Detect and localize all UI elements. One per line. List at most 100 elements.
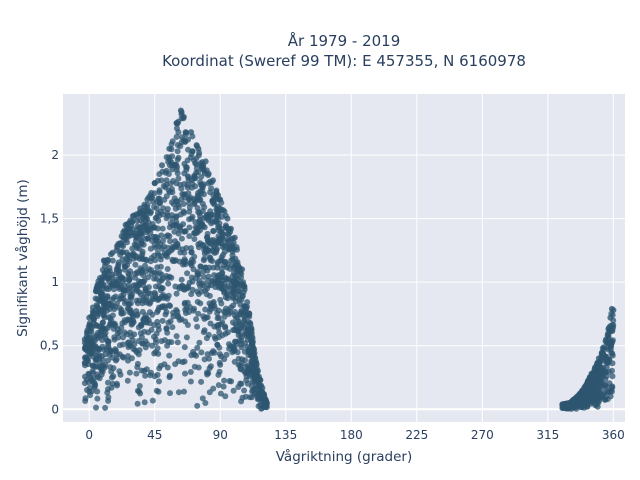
data-point	[210, 177, 216, 184]
y-tick-label: 2	[51, 148, 59, 162]
data-point	[235, 291, 242, 298]
data-point	[188, 262, 195, 269]
data-point	[136, 289, 143, 296]
data-point	[138, 367, 145, 374]
data-point	[592, 397, 599, 403]
data-point	[173, 290, 180, 297]
data-point	[174, 148, 181, 155]
data-point	[177, 107, 184, 114]
data-point	[199, 282, 206, 289]
data-point	[593, 363, 600, 370]
data-point	[156, 189, 163, 196]
data-point	[93, 285, 100, 292]
data-point	[574, 393, 580, 400]
data-point	[237, 365, 244, 372]
data-point	[125, 306, 132, 312]
data-point	[148, 225, 155, 232]
data-point	[147, 192, 154, 199]
data-point	[168, 186, 175, 192]
data-point	[603, 353, 610, 360]
data-point	[118, 309, 125, 316]
data-point	[172, 257, 179, 264]
data-point	[133, 370, 140, 377]
data-point	[95, 329, 101, 336]
data-point	[188, 245, 194, 252]
data-point	[182, 138, 189, 145]
data-point	[105, 357, 111, 364]
data-point	[131, 331, 138, 338]
data-point	[109, 296, 116, 303]
data-point	[185, 177, 192, 184]
data-point	[174, 308, 181, 315]
data-point	[195, 152, 202, 159]
data-point	[170, 313, 177, 320]
data-point	[189, 148, 196, 155]
data-point	[590, 377, 596, 383]
data-point	[97, 323, 104, 330]
y-tick-labels: 0 0,5 1 1,5 2	[40, 148, 59, 416]
data-point	[214, 273, 221, 280]
data-point	[91, 379, 98, 386]
data-point	[169, 222, 176, 229]
data-point	[154, 210, 161, 217]
data-point	[234, 314, 241, 321]
data-point	[164, 232, 171, 239]
data-point	[202, 400, 209, 406]
data-point	[108, 368, 115, 375]
data-point	[239, 356, 245, 363]
data-point	[222, 259, 229, 265]
data-point	[168, 141, 175, 148]
data-point	[240, 289, 247, 296]
data-point	[223, 351, 230, 358]
data-point	[135, 351, 142, 358]
data-point	[144, 196, 151, 203]
data-point	[105, 344, 112, 351]
data-point	[226, 265, 233, 272]
data-point	[205, 248, 212, 254]
data-point	[219, 283, 225, 290]
data-point	[144, 341, 151, 348]
data-point	[158, 232, 165, 239]
data-point	[172, 283, 179, 290]
data-point	[106, 322, 113, 328]
x-axis-title: Vågriktning (grader)	[276, 448, 413, 465]
data-point	[214, 261, 221, 268]
data-point	[209, 198, 216, 204]
data-point	[218, 254, 225, 261]
data-point	[181, 344, 188, 351]
y-axis-title: Signifikant våghöjd (m)	[14, 179, 31, 337]
data-point	[161, 361, 168, 368]
data-point	[172, 243, 179, 250]
data-point	[238, 341, 245, 348]
data-point	[238, 380, 245, 387]
data-point	[194, 402, 201, 409]
data-point	[92, 343, 98, 350]
data-point	[214, 315, 221, 322]
data-point	[178, 276, 185, 283]
data-point	[602, 369, 609, 376]
data-point	[194, 229, 201, 236]
data-point	[217, 296, 224, 303]
data-point	[181, 256, 188, 263]
data-point	[216, 344, 223, 351]
data-point	[213, 190, 220, 197]
data-point	[200, 329, 207, 336]
data-point	[202, 264, 209, 271]
data-point	[216, 368, 223, 375]
data-point	[119, 320, 126, 327]
data-point	[148, 369, 154, 376]
data-point	[578, 402, 585, 409]
data-point	[96, 364, 103, 371]
data-point	[247, 326, 254, 333]
data-point	[246, 310, 253, 317]
data-point	[84, 387, 90, 393]
data-point	[127, 290, 134, 297]
data-point	[86, 314, 93, 321]
data-point	[112, 322, 119, 329]
data-point	[142, 372, 149, 379]
data-point	[98, 290, 105, 296]
data-point	[220, 383, 227, 390]
data-point	[198, 288, 205, 295]
data-point	[588, 370, 595, 377]
data-point	[137, 205, 144, 212]
